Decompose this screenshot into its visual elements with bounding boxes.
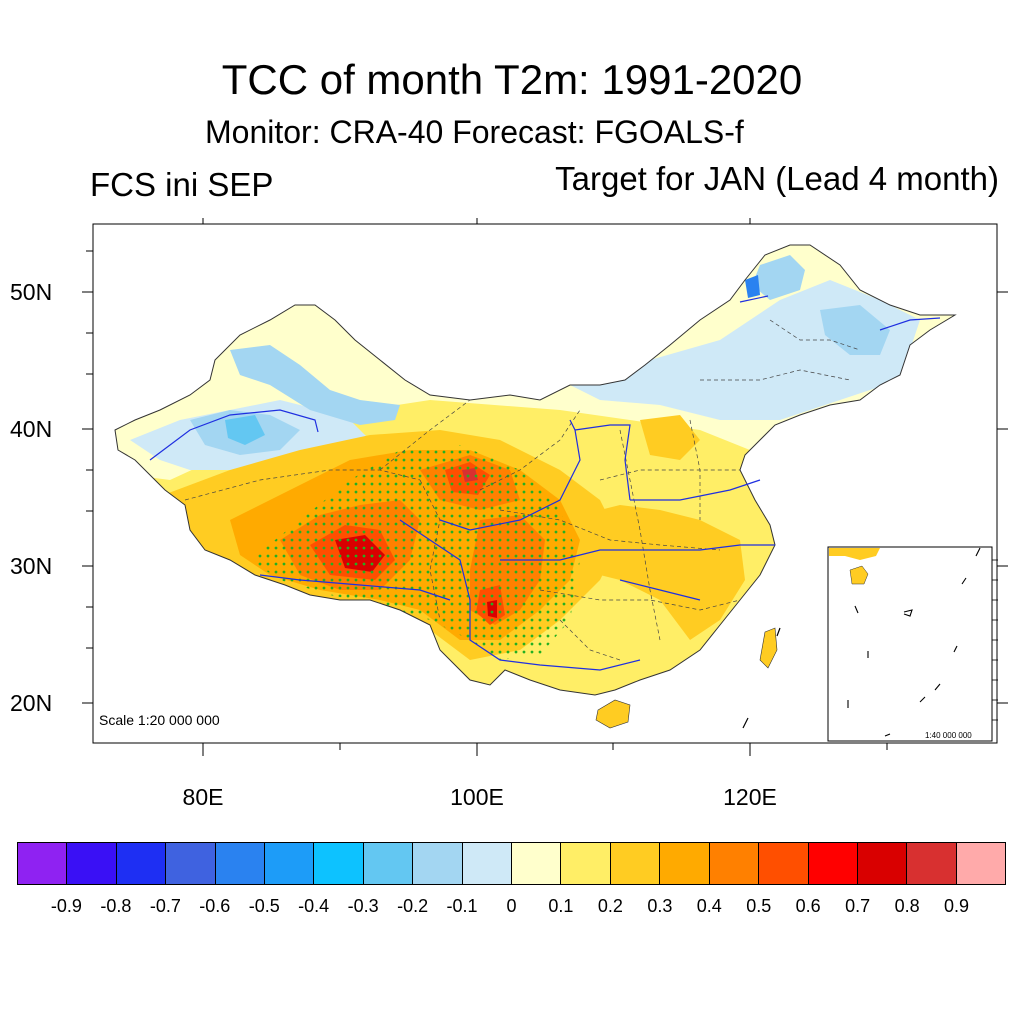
colorbar-cell — [265, 843, 315, 884]
colorbar-label: 0.2 — [597, 896, 623, 916]
colorbar-label: -0.4 — [298, 896, 330, 916]
colorbar-label: -0.7 — [149, 896, 181, 916]
colorbar-cell — [857, 843, 908, 884]
colorbar — [17, 842, 1006, 885]
colorbar-label: 0.3 — [647, 896, 673, 916]
colorbar-cell — [215, 843, 266, 884]
colorbar-cell — [808, 843, 858, 884]
colorbar-cell — [660, 843, 710, 884]
colorbar-label: 0.9 — [944, 896, 970, 916]
colorbar-cell — [67, 843, 117, 884]
lon-label-80e: 80E — [183, 784, 224, 810]
significance-stipple — [250, 445, 580, 660]
colorbar-label: -0.9 — [50, 896, 82, 916]
colorbar-label: -0.3 — [347, 896, 379, 916]
inset-scale: 1:40 000 000 — [925, 731, 972, 740]
colorbar-label: 0.5 — [746, 896, 772, 916]
lat-label-20n: 20N — [10, 690, 52, 716]
colorbar-label: 0.6 — [795, 896, 821, 916]
colorbar-label: 0.4 — [696, 896, 722, 916]
colorbar-label: -0.6 — [199, 896, 231, 916]
south-china-sea-inset — [827, 546, 998, 742]
colorbar-cell — [314, 843, 364, 884]
taiwan-island — [759, 627, 778, 669]
colorbar-cell — [18, 843, 68, 884]
colorbar-cell — [610, 843, 661, 884]
colorbar-cell — [907, 843, 957, 884]
china-border — [114, 244, 957, 696]
colorbar-label: -0.8 — [100, 896, 132, 916]
hainan-island — [595, 699, 631, 729]
lat-label-40n: 40N — [10, 416, 52, 442]
colorbar-cell — [363, 843, 414, 884]
colorbar-label: -0.1 — [446, 896, 478, 916]
lat-label-30n: 30N — [10, 553, 52, 579]
target-label: Target for JAN (Lead 4 month) — [555, 160, 999, 197]
colorbar-label: 0.7 — [845, 896, 871, 916]
colorbar-cell — [413, 843, 463, 884]
colorbar-label: -0.5 — [248, 896, 280, 916]
lat-label-50n: 50N — [10, 279, 52, 305]
lon-label-120e: 120E — [723, 784, 777, 810]
axis-ticks — [82, 218, 1008, 756]
colorbar-label: -0.2 — [397, 896, 429, 916]
colorbar-cell — [116, 843, 167, 884]
map-scale: Scale 1:20 000 000 — [99, 712, 220, 728]
colorbar-cell — [512, 843, 562, 884]
colorbar-cell — [462, 843, 513, 884]
colorbar-cell — [166, 843, 216, 884]
init-label: FCS ini SEP — [90, 166, 274, 203]
rivers — [149, 295, 941, 671]
colorbar-label: 0.1 — [548, 896, 574, 916]
colorbar-label: 0 — [506, 896, 517, 916]
lon-label-100e: 100E — [450, 784, 504, 810]
colorbar-cell — [759, 843, 809, 884]
colorbar-cell — [561, 843, 611, 884]
colorbar-labels: -0.9 -0.8 -0.7 -0.6 -0.5 -0.4 -0.3 -0.2 -0.1 0 0.1… — [0, 896, 1024, 920]
colorbar-cell — [709, 843, 760, 884]
colorbar-label: 0.8 — [894, 896, 920, 916]
map-subtitle: Monitor: CRA-40 Forecast: FGOALS-f — [205, 114, 744, 150]
colorbar-cell — [956, 843, 1006, 884]
map-title: TCC of month T2m: 1991-2020 — [221, 56, 803, 103]
sea-dashes — [742, 627, 781, 729]
